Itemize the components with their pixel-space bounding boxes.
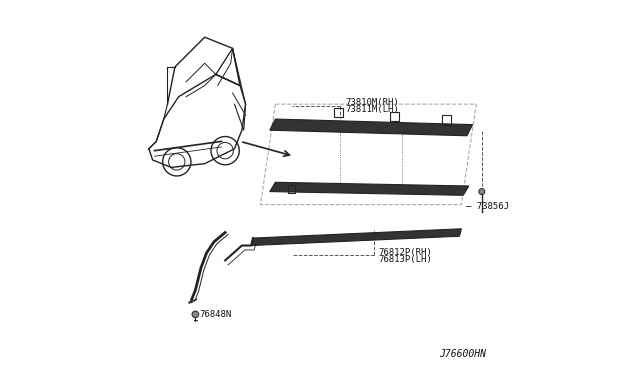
Bar bbox=[442, 115, 451, 125]
Text: 76812P(RH): 76812P(RH) bbox=[379, 248, 433, 257]
Bar bbox=[390, 112, 399, 121]
Polygon shape bbox=[270, 119, 472, 136]
Text: 73811M(LH): 73811M(LH) bbox=[346, 105, 399, 113]
Polygon shape bbox=[251, 229, 461, 246]
Text: 73810M(RH): 73810M(RH) bbox=[346, 98, 399, 107]
Text: — 73856J: — 73856J bbox=[466, 202, 509, 211]
Text: 76813P(LH): 76813P(LH) bbox=[379, 254, 433, 263]
Bar bbox=[289, 185, 295, 193]
Circle shape bbox=[479, 189, 484, 195]
Bar bbox=[334, 108, 343, 117]
Circle shape bbox=[192, 311, 199, 318]
Polygon shape bbox=[270, 182, 468, 195]
Text: J76600HN: J76600HN bbox=[439, 349, 486, 359]
Text: 76848N: 76848N bbox=[199, 310, 231, 319]
